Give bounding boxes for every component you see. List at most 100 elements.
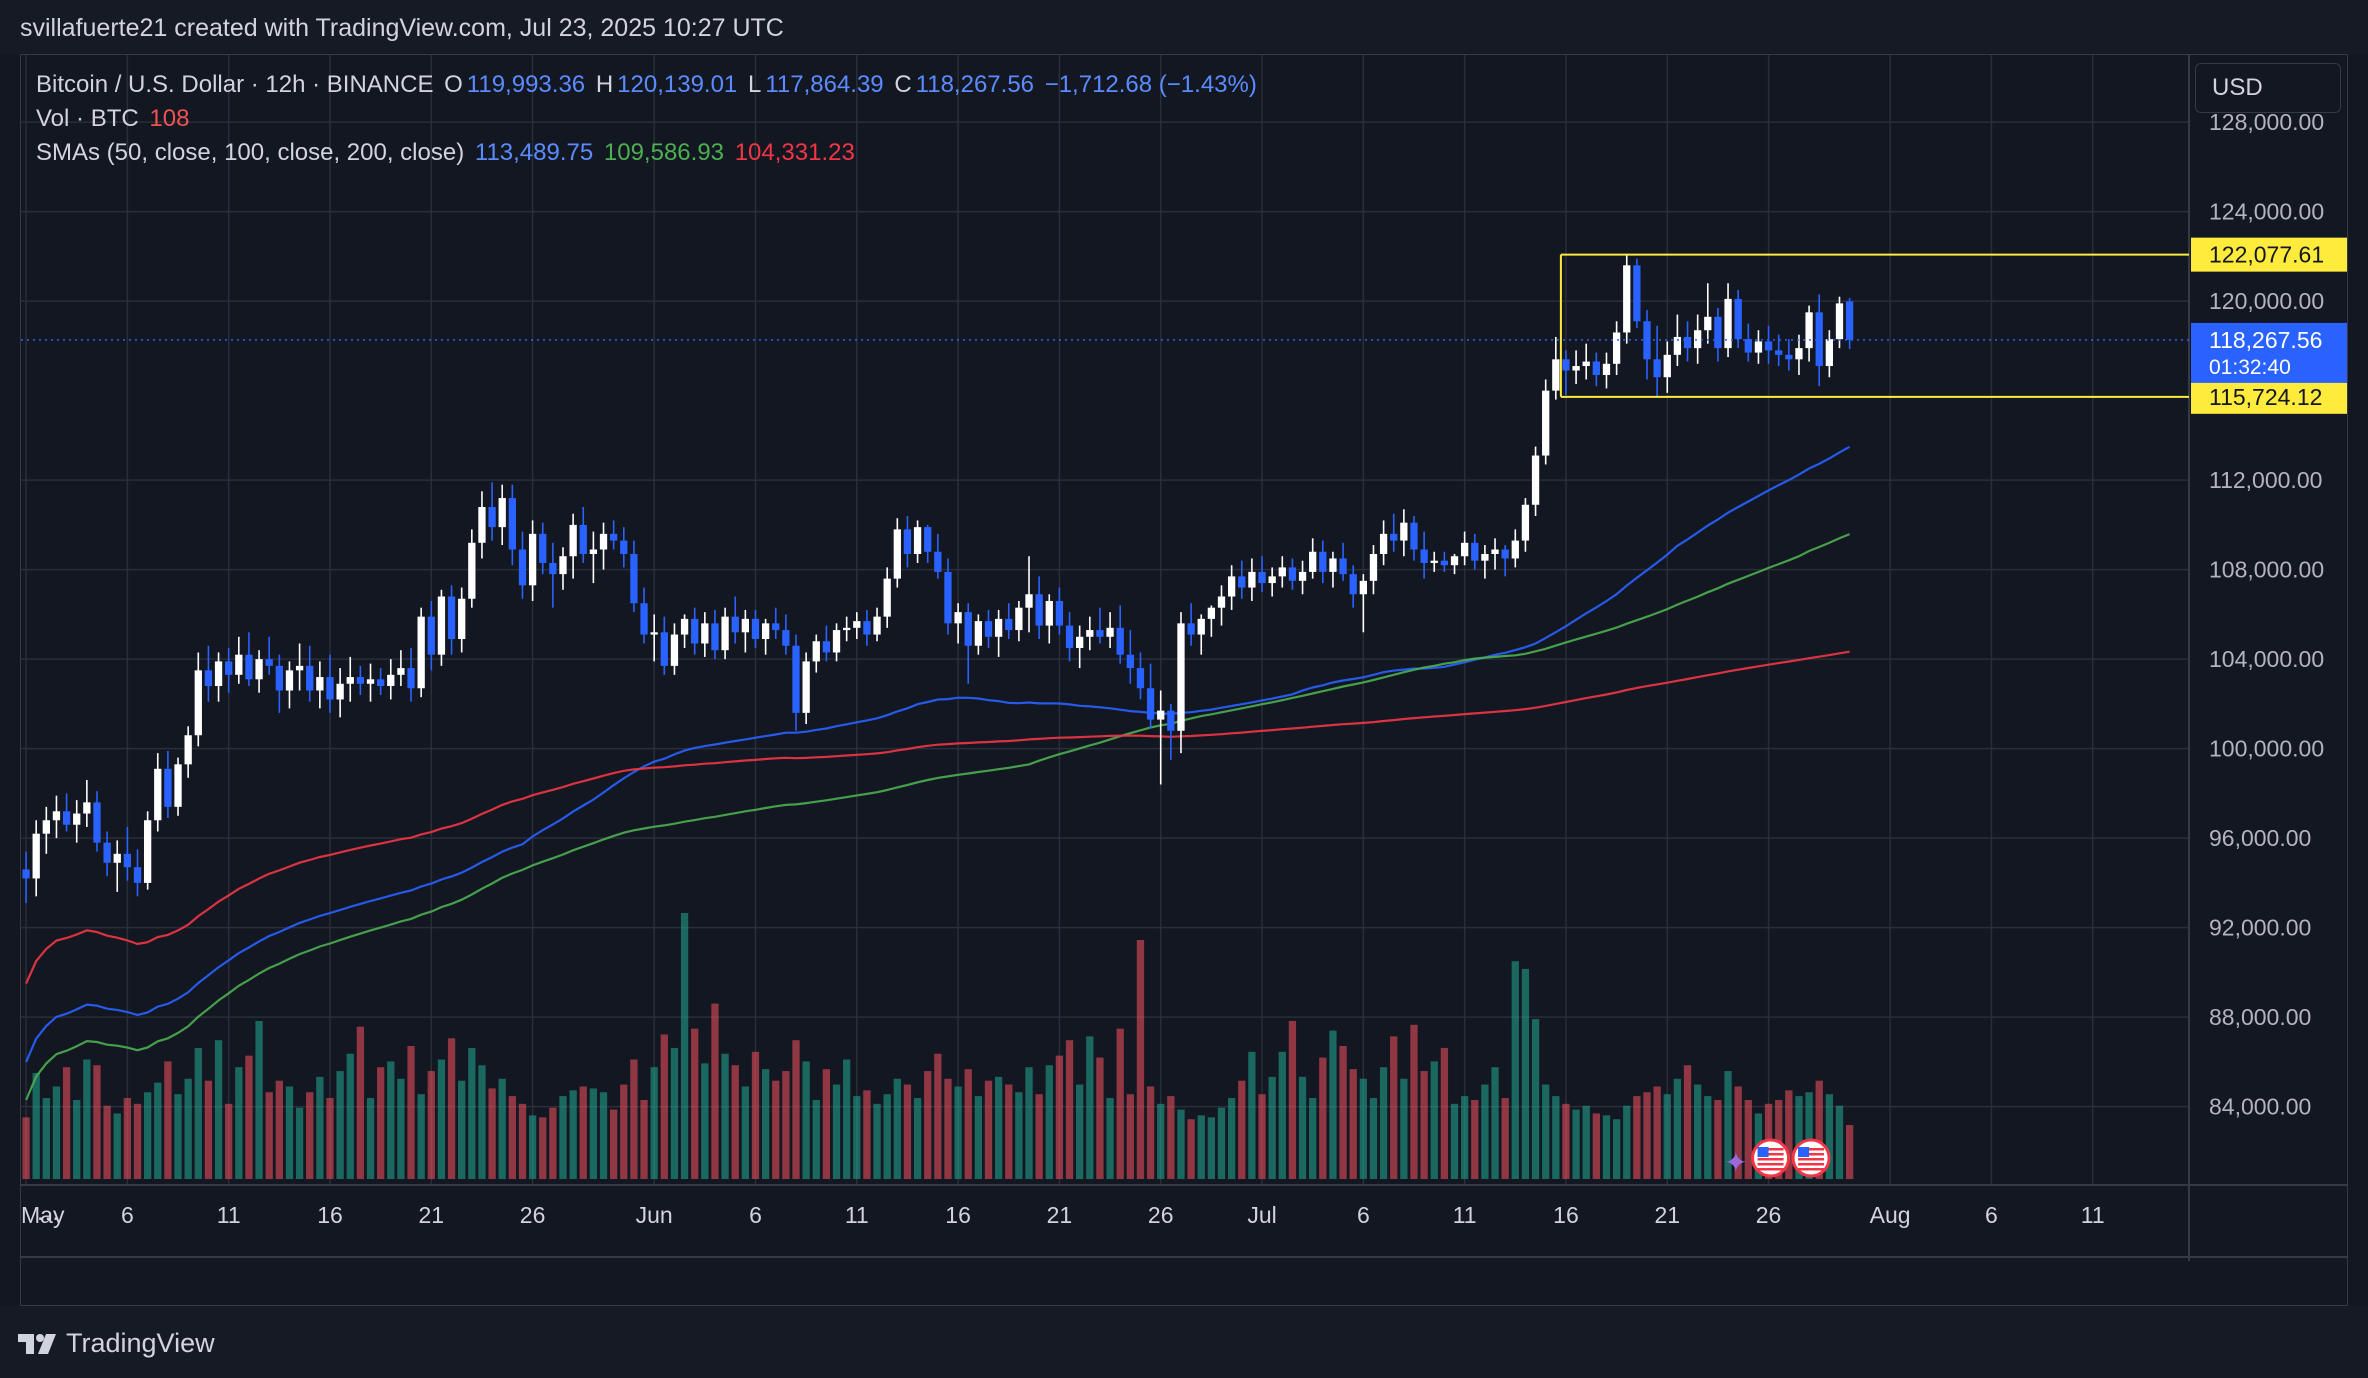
candle-body [1511, 540, 1519, 559]
candle-body [822, 641, 831, 653]
y-tick-label: 112,000.00 [2209, 467, 2322, 493]
volume-bar [610, 1109, 618, 1179]
candle-body [1440, 560, 1449, 566]
volume-label[interactable]: Vol · BTC [36, 105, 139, 132]
sma-label[interactable]: SMAs (50, close, 100, close, 200, close) [36, 139, 465, 166]
x-tick-label: 6 [1985, 1202, 1998, 1228]
candle-body [1187, 623, 1195, 635]
close-label: C [894, 71, 912, 98]
volume-legend[interactable]: Vol · BTC 108 [36, 105, 193, 133]
candle-body [630, 553, 638, 604]
volume-bar [569, 1090, 577, 1179]
chart-pane[interactable]: 122,077.61 115,724.12 118,267.56 01:32:40 … [20, 54, 2348, 1306]
candle-body [761, 623, 770, 640]
snapshot-caption: svillafuerte21 created with TradingView.… [20, 14, 784, 42]
candle-body [184, 735, 192, 765]
flag-stripe [1798, 1163, 1825, 1166]
volume-bar [1197, 1115, 1205, 1179]
y-tick-label: 128,000.00 [2209, 109, 2324, 135]
volume-bar [853, 1096, 861, 1179]
volume-bar [822, 1069, 831, 1179]
candle-body [772, 623, 780, 631]
candle-body [1835, 303, 1844, 340]
candle-body [1369, 553, 1378, 581]
tradingview-logo[interactable]: TradingView [18, 1328, 215, 1359]
candle-body [731, 616, 739, 633]
candle-body [1582, 361, 1590, 367]
volume-bar [843, 1059, 851, 1179]
volume-bar [164, 1061, 172, 1179]
x-tick-label: 6 [749, 1202, 762, 1228]
volume-bar [1177, 1109, 1185, 1179]
us-flag-event-icon [1751, 1138, 1791, 1178]
candle-body [620, 540, 628, 554]
y-tick-label: 92,000.00 [2209, 915, 2311, 941]
candle-body [83, 802, 91, 814]
volume-bar [903, 1084, 912, 1179]
volume-bar [1744, 1099, 1752, 1179]
candle-body [427, 616, 435, 655]
volume-bar [1481, 1084, 1489, 1179]
volume-bar [265, 1092, 273, 1179]
volume-bar [42, 1098, 50, 1179]
volume-bar [1694, 1084, 1702, 1179]
volume-bar [1086, 1036, 1094, 1179]
candle-body [569, 524, 577, 557]
price-axis: 84,000.00 88,000.00 92,000.00 96,000.00 100,… [2209, 109, 2324, 1120]
candle-body [1481, 553, 1489, 561]
candle-body [1764, 341, 1773, 351]
candle-body [549, 562, 557, 575]
range-low-label: 115,724.12 [2209, 384, 2322, 410]
volume-bar [620, 1084, 628, 1179]
candle-body [954, 612, 962, 624]
volume-bar [1501, 1098, 1509, 1179]
candle-body [1825, 339, 1834, 367]
x-tick-label: Aug [1870, 1202, 1911, 1228]
flag-stripe [1757, 1158, 1784, 1161]
candle-body [214, 661, 223, 687]
candle-body [356, 677, 365, 684]
volume-bar [1825, 1094, 1834, 1179]
bar-countdown: 01:32:40 [2209, 356, 2291, 379]
x-tick-label: 11 [1453, 1202, 1477, 1228]
volume-bar [62, 1067, 71, 1179]
volume-bar [954, 1086, 962, 1179]
candle-body [52, 811, 61, 821]
y-tick-label: 108,000.00 [2209, 557, 2324, 583]
volume-bar [123, 1098, 132, 1179]
more-options-button[interactable]: ... [37, 1199, 61, 1226]
candle-body [1450, 556, 1459, 566]
candle-body [1744, 339, 1752, 353]
volume-bar [751, 1051, 760, 1179]
candle-body [1106, 627, 1114, 637]
y-tick-label: 96,000.00 [2209, 825, 2311, 851]
x-tick-label: 16 [945, 1202, 971, 1228]
volume-bar [863, 1090, 871, 1179]
candle-body [204, 670, 213, 687]
currency-button[interactable]: USD [2195, 63, 2341, 113]
candle-body [478, 507, 486, 543]
volume-bar [1227, 1098, 1236, 1179]
volume-bar [295, 1107, 304, 1179]
volume-bar [650, 1067, 658, 1179]
candle-body [1157, 710, 1165, 720]
candle-body [1116, 627, 1124, 655]
range-box: 122,077.61 115,724.12 [1559, 237, 2347, 414]
candle-body [22, 869, 30, 879]
symbol-name[interactable]: Bitcoin / U.S. Dollar · 12h · BINANCE [36, 71, 434, 98]
volume-bar [1005, 1084, 1013, 1179]
candle-body [1248, 571, 1256, 588]
volume-bar [1126, 1094, 1134, 1179]
volume-bar [417, 1094, 425, 1179]
candle-body [1258, 571, 1266, 584]
candle-body [265, 659, 273, 666]
sma-legend[interactable]: SMAs (50, close, 100, close, 200, close)… [36, 139, 859, 167]
volume-bar [1015, 1092, 1023, 1179]
candle-body [670, 634, 679, 666]
volume-bar [1400, 1078, 1408, 1179]
volume-bar [1390, 1036, 1398, 1179]
candle-body [397, 668, 405, 675]
volume-bar [1025, 1067, 1033, 1179]
